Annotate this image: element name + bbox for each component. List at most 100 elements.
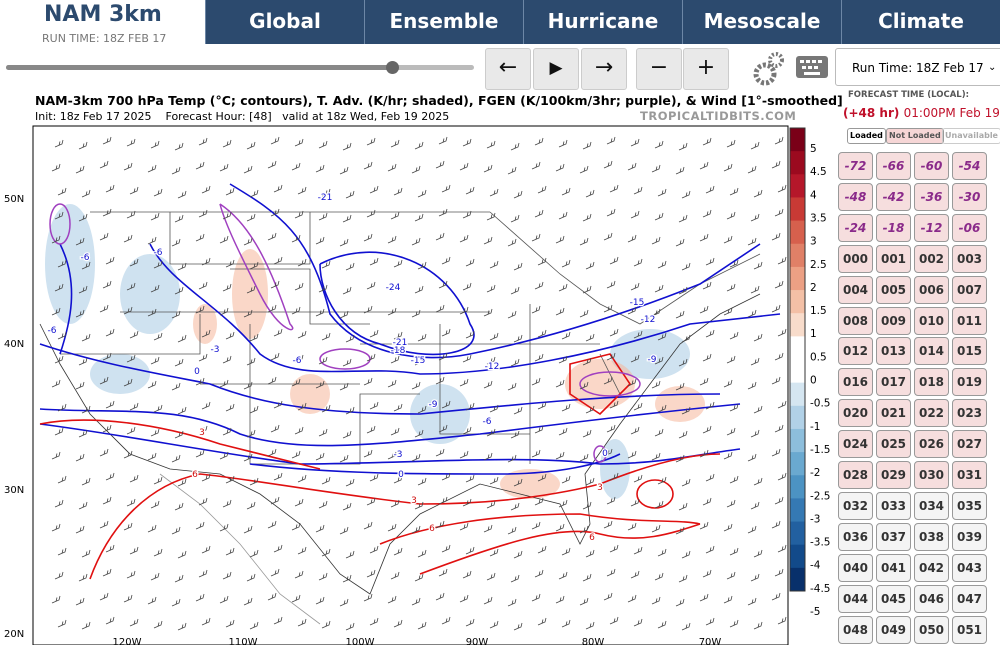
hour-button[interactable]: 025: [876, 430, 911, 459]
hour-button[interactable]: 044: [838, 584, 873, 613]
hour-button[interactable]: 040: [838, 553, 873, 582]
hour-button[interactable]: -12: [914, 213, 949, 242]
hour-button[interactable]: -66: [876, 152, 911, 180]
hour-button[interactable]: 026: [914, 430, 949, 459]
hour-button[interactable]: 001: [876, 244, 911, 273]
colorbar-cell: [790, 382, 805, 407]
forecast-label: FORECAST TIME (LOCAL):: [848, 90, 970, 100]
hour-button[interactable]: -72: [838, 152, 873, 180]
next-button[interactable]: →: [581, 48, 627, 90]
hour-button[interactable]: 050: [914, 615, 949, 644]
lat-label: 50N: [4, 194, 24, 205]
colorbar-label: -4: [810, 560, 821, 572]
hour-button[interactable]: 043: [952, 553, 987, 582]
hour-button[interactable]: -06: [952, 213, 987, 242]
hour-button[interactable]: 003: [952, 244, 987, 273]
hour-button[interactable]: 007: [952, 275, 987, 304]
minus-button[interactable]: −: [636, 48, 682, 90]
hour-button[interactable]: 009: [876, 306, 911, 335]
hour-button[interactable]: 038: [914, 522, 949, 551]
colorbar-label: 2: [810, 282, 817, 294]
contour-label: 3: [597, 483, 603, 493]
colorbar-label: -1.5: [810, 444, 831, 456]
forecast-hour: Forecast Hour: [48]: [165, 110, 272, 123]
hour-button[interactable]: 008: [838, 306, 873, 335]
colorbar-cell: [790, 151, 805, 175]
nav-item[interactable]: Climate: [841, 0, 1000, 44]
nav-item[interactable]: Mesoscale: [682, 0, 841, 44]
hour-button[interactable]: 002: [914, 244, 949, 273]
hour-button[interactable]: 004: [838, 275, 873, 304]
hour-button[interactable]: 024: [838, 430, 873, 459]
colorbar-label: 1: [810, 328, 817, 340]
hour-button[interactable]: 032: [838, 491, 873, 520]
hour-button[interactable]: 010: [914, 306, 949, 335]
hour-button[interactable]: 033: [876, 491, 911, 520]
hour-button[interactable]: 037: [876, 522, 911, 551]
slider-fill: [6, 65, 394, 70]
hour-button[interactable]: 019: [952, 368, 987, 397]
contour-label: 0: [398, 470, 404, 480]
hour-button[interactable]: 029: [876, 461, 911, 489]
hour-button[interactable]: 028: [838, 461, 873, 489]
hour-button[interactable]: -24: [838, 213, 873, 242]
hour-button[interactable]: 012: [838, 337, 873, 366]
logo[interactable]: NAM 3km: [44, 2, 162, 27]
hour-button[interactable]: 035: [952, 491, 987, 520]
hour-button[interactable]: 030: [914, 461, 949, 489]
hour-button[interactable]: -30: [952, 182, 987, 211]
hour-button[interactable]: 045: [876, 584, 911, 613]
colorbar-cell: [790, 498, 805, 523]
hour-button[interactable]: 016: [838, 368, 873, 397]
colorbar-label: -5: [810, 606, 820, 618]
tool-icons[interactable]: [750, 50, 830, 86]
hour-button[interactable]: 039: [952, 522, 987, 551]
contour-label: -21: [318, 193, 333, 203]
hour-button[interactable]: 020: [838, 399, 873, 428]
nav-item[interactable]: Global: [205, 0, 364, 44]
hour-button[interactable]: 027: [952, 430, 987, 459]
nav-item[interactable]: Ensemble: [364, 0, 523, 44]
map-subtitle: Init: 18z Feb 17 2025 Forecast Hour: [48…: [35, 110, 449, 123]
contour-label: 6: [589, 533, 595, 543]
hour-button[interactable]: 022: [914, 399, 949, 428]
hour-button[interactable]: 036: [838, 522, 873, 551]
hour-button[interactable]: 013: [876, 337, 911, 366]
hour-button[interactable]: 015: [952, 337, 987, 366]
hour-button[interactable]: -42: [876, 182, 911, 211]
hour-button[interactable]: 048: [838, 615, 873, 644]
prev-button[interactable]: ←: [485, 48, 531, 90]
hour-button[interactable]: 000: [838, 244, 873, 273]
colorbar-cell: [790, 521, 805, 546]
slider-knob[interactable]: [386, 61, 399, 74]
hour-button[interactable]: 023: [952, 399, 987, 428]
hour-button[interactable]: 005: [876, 275, 911, 304]
hour-button[interactable]: 034: [914, 491, 949, 520]
contour-label: -6: [483, 417, 492, 427]
hour-button[interactable]: 047: [952, 584, 987, 613]
hour-button[interactable]: -60: [914, 152, 949, 180]
hour-button[interactable]: 031: [952, 461, 987, 489]
hour-button[interactable]: 014: [914, 337, 949, 366]
hour-button[interactable]: 017: [876, 368, 911, 397]
hour-button[interactable]: -48: [838, 182, 873, 211]
hour-button[interactable]: 049: [876, 615, 911, 644]
plus-button[interactable]: +: [683, 48, 729, 90]
hour-button[interactable]: 051: [952, 615, 987, 644]
hour-button[interactable]: 006: [914, 275, 949, 304]
run-select[interactable]: Run Time: 18Z Feb 17 ⌄: [835, 48, 1000, 86]
hour-button[interactable]: 046: [914, 584, 949, 613]
nav-item[interactable]: Hurricane: [523, 0, 682, 44]
colorbar-label: -3.5: [810, 537, 831, 549]
hour-button[interactable]: -36: [914, 182, 949, 211]
play-button[interactable]: ▶: [533, 48, 579, 90]
hour-button[interactable]: 011: [952, 306, 987, 335]
hour-button[interactable]: -54: [952, 152, 987, 180]
hour-button[interactable]: -18: [876, 213, 911, 242]
hour-button[interactable]: 018: [914, 368, 949, 397]
hour-button[interactable]: 021: [876, 399, 911, 428]
hour-button[interactable]: 041: [876, 553, 911, 582]
hour-button[interactable]: 042: [914, 553, 949, 582]
colorbar-cell: [790, 544, 805, 569]
contour-label: -6: [293, 356, 302, 366]
